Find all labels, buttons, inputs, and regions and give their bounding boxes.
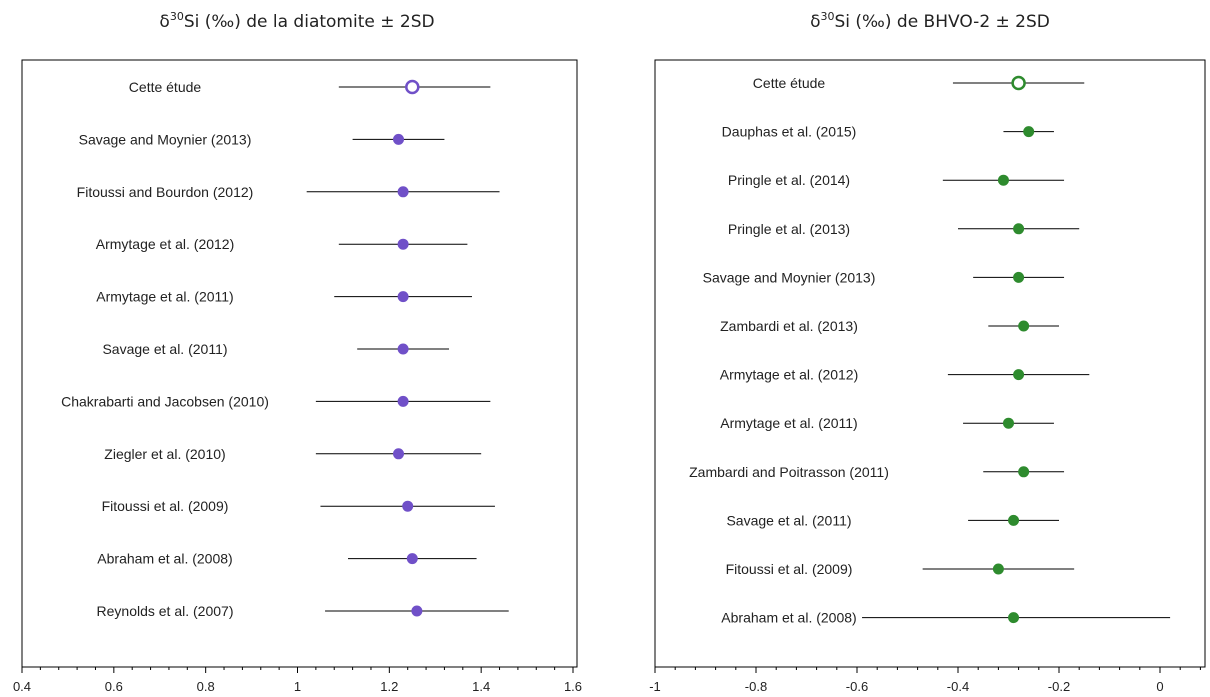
- row-label: Savage and Moynier (2013): [703, 269, 876, 285]
- data-point: [406, 553, 418, 565]
- chart-title: δ30Si (‰) de la diatomite ± 2SD: [159, 10, 434, 32]
- data-point: [1003, 417, 1014, 429]
- data-point: [1013, 369, 1025, 381]
- row-label: Armytage et al. (2011): [720, 415, 857, 431]
- row-label: Pringle et al. (2013): [728, 221, 850, 237]
- row-label: Fitoussi et al. (2009): [102, 498, 229, 514]
- data-point: [393, 133, 405, 145]
- row-label: Cette étude: [753, 75, 826, 91]
- data-point: [1018, 320, 1030, 332]
- row-label: Cette étude: [129, 79, 202, 95]
- row-label: Abraham et al. (2008): [721, 610, 856, 626]
- data-point: [1013, 271, 1025, 283]
- chart-panel-2: δ30Si (‰) de BHVO-2 ± 2SD -1 -0.8 -0.6 -0.4 -…: [649, 10, 1206, 694]
- x-tick-label: 1.2: [380, 679, 398, 694]
- row-label: Abraham et al. (2008): [97, 551, 232, 567]
- data-point: [402, 500, 414, 512]
- x-tick-label: 1.4: [472, 679, 490, 694]
- x-tick-label: -0.4: [947, 679, 969, 694]
- x-tick-label: 1.6: [564, 679, 582, 694]
- data-point: [1013, 223, 1025, 235]
- x-tick-label: -0.8: [745, 679, 767, 694]
- row-label: Ziegler et al. (2010): [104, 446, 225, 462]
- data-point: [1008, 612, 1020, 624]
- data-point-hollow: [405, 79, 420, 95]
- data-point: [397, 395, 409, 407]
- data-point: [997, 174, 1009, 186]
- row-label: Zambardi and Poitrasson (2011): [689, 464, 889, 480]
- row-label: Savage and Moynier (2013): [79, 131, 252, 147]
- plot-frame: [654, 59, 1206, 668]
- row-label: Dauphas et al. (2015): [722, 124, 857, 140]
- x-tick-label: 0: [1156, 679, 1163, 694]
- row-label: Pringle et al. (2014): [728, 172, 850, 188]
- data-point: [411, 605, 423, 617]
- row-label: Chakrabarti and Jacobsen (2010): [61, 393, 269, 409]
- x-tick-label: 1: [294, 679, 301, 694]
- x-tick-label: -0.6: [846, 679, 868, 694]
- row-label: Armytage et al. (2012): [720, 367, 859, 383]
- data-point: [1008, 514, 1020, 526]
- row-label: Armytage et al. (2011): [96, 289, 233, 305]
- plot-frame: [21, 59, 578, 668]
- x-tick-label: 0.4: [13, 679, 31, 694]
- row-label: Armytage et al. (2012): [96, 236, 235, 252]
- row-label: Savage et al. (2011): [102, 341, 227, 357]
- data-point: [397, 186, 409, 198]
- chart-title: δ30Si (‰) de BHVO-2 ± 2SD: [810, 10, 1050, 32]
- data-point: [397, 238, 409, 250]
- x-tick-label: 0.8: [197, 679, 215, 694]
- row-label: Savage et al. (2011): [726, 512, 851, 528]
- data-point: [1018, 466, 1030, 478]
- data-point-hollow: [1011, 75, 1026, 91]
- x-tick-label: -1: [649, 679, 661, 694]
- row-label: Zambardi et al. (2013): [720, 318, 858, 334]
- x-tick-label: 0.6: [105, 679, 123, 694]
- x-tick-label: -0.2: [1048, 679, 1070, 694]
- data-point: [397, 343, 409, 355]
- data-point: [397, 291, 409, 303]
- data-point: [1023, 126, 1035, 138]
- data-point: [992, 563, 1004, 575]
- row-label: Reynolds et al. (2007): [97, 603, 234, 619]
- chart-panel-1: δ30Si (‰) de la diatomite ± 2SD 0.4 0.6 0.8…: [13, 10, 582, 694]
- row-label: Fitoussi and Bourdon (2012): [77, 184, 254, 200]
- data-point: [393, 448, 405, 460]
- row-label: Fitoussi et al. (2009): [726, 561, 853, 577]
